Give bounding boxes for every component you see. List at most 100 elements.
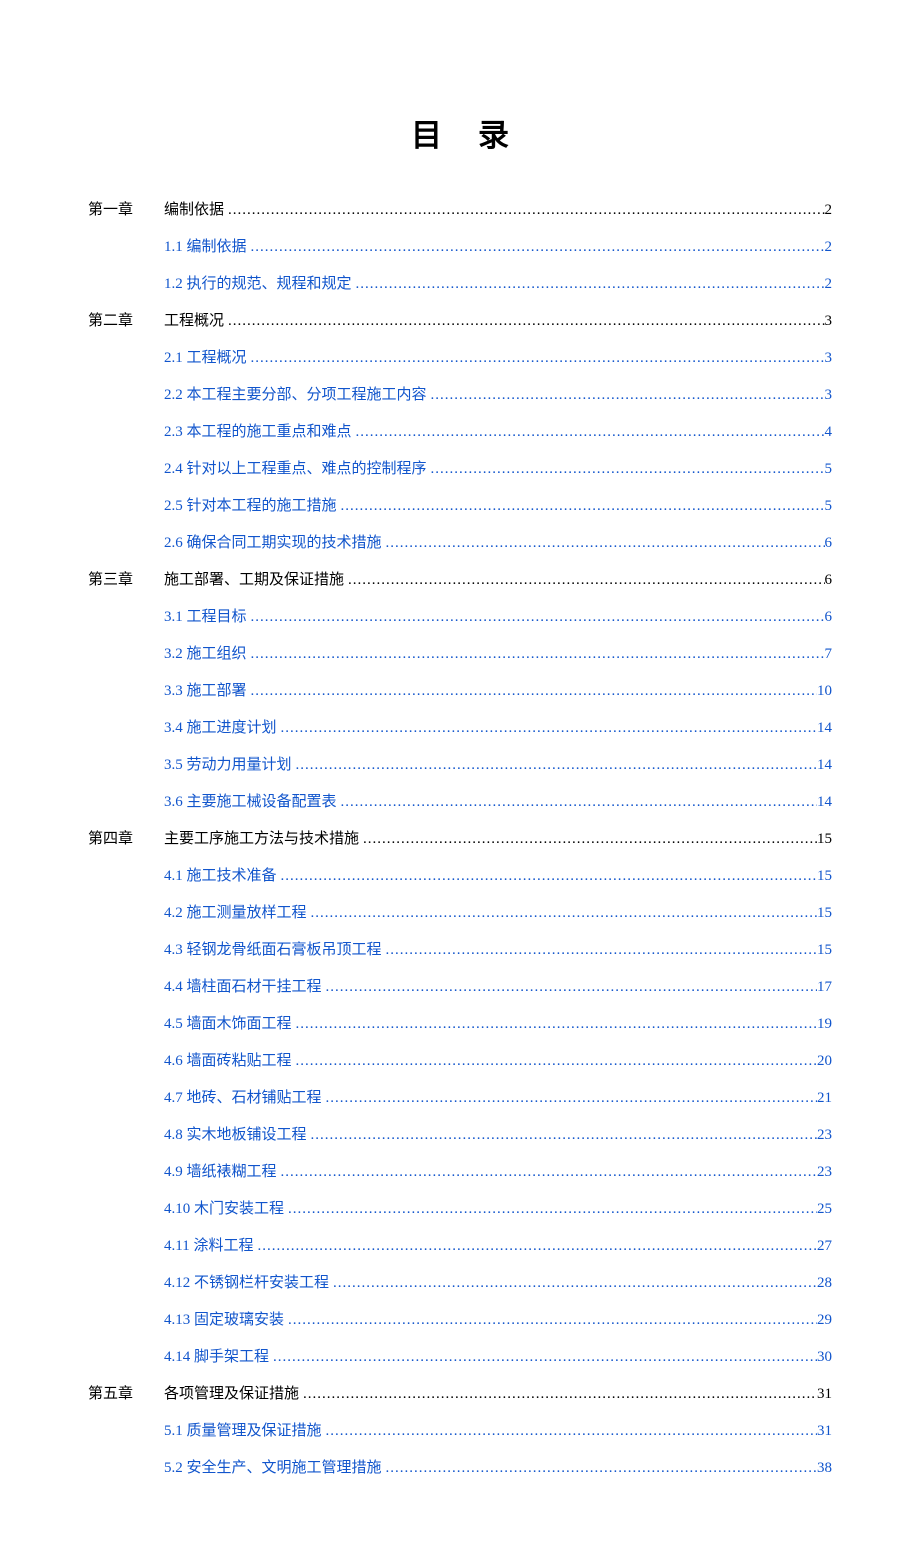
- section-title-link[interactable]: 4.5 墙面木饰面工程: [164, 1011, 292, 1038]
- section-title-link[interactable]: 1.2 执行的规范、规程和规定: [164, 271, 352, 298]
- section-title-link[interactable]: 4.8 实木地板铺设工程: [164, 1122, 307, 1149]
- toc-dots: ........................................…: [344, 567, 824, 594]
- section-title-link[interactable]: 4.13 固定玻璃安装: [164, 1307, 284, 1334]
- section-title-link[interactable]: 4.6 墙面砖粘贴工程: [164, 1048, 292, 1075]
- toc-dots: ........................................…: [284, 1307, 817, 1334]
- toc-line: 2.1 工程概况................................…: [88, 345, 832, 372]
- section-title-link[interactable]: 4.4 墙柱面石材干挂工程: [164, 974, 322, 1001]
- toc-page-number: 6: [825, 604, 833, 631]
- toc-dots: ........................................…: [329, 1270, 817, 1297]
- toc-dots: ........................................…: [247, 641, 825, 668]
- section-title-link[interactable]: 4.11 涂料工程: [164, 1233, 253, 1260]
- toc-page-number: 4: [825, 419, 833, 446]
- toc-dots: ........................................…: [277, 863, 817, 890]
- toc-dots: ........................................…: [359, 826, 817, 853]
- toc-page-number: 30: [817, 1344, 832, 1371]
- toc-line: 4.10 木门安装工程.............................…: [88, 1196, 832, 1223]
- toc-page-number: 15: [817, 937, 832, 964]
- toc-line: 第四章主要工序施工方法与技术措施........................…: [88, 826, 832, 853]
- section-title-link[interactable]: 4.1 施工技术准备: [164, 863, 277, 890]
- toc-page-number: 31: [817, 1418, 832, 1445]
- toc-dots: ........................................…: [224, 308, 824, 335]
- toc-line: 5.1 质量管理及保证措施...........................…: [88, 1418, 832, 1445]
- toc-page-number: 17: [817, 974, 832, 1001]
- toc-dots: ........................................…: [247, 604, 825, 631]
- toc-page-number: 29: [817, 1307, 832, 1334]
- toc-dots: ........................................…: [352, 419, 825, 446]
- toc-dots: ........................................…: [253, 1233, 817, 1260]
- toc-line: 4.2 施工测量放样工程............................…: [88, 900, 832, 927]
- section-title-link[interactable]: 3.5 劳动力用量计划: [164, 752, 292, 779]
- toc-dots: ........................................…: [337, 493, 825, 520]
- toc-line: 4.1 施工技术准备..............................…: [88, 863, 832, 890]
- toc-page-number: 6: [825, 530, 833, 557]
- toc-page-number: 15: [817, 863, 832, 890]
- toc-line: 3.6 主要施工械设备配置表..........................…: [88, 789, 832, 816]
- toc-page-number: 27: [817, 1233, 832, 1260]
- section-title-link[interactable]: 2.6 确保合同工期实现的技术措施: [164, 530, 382, 557]
- section-title-link[interactable]: 5.1 质量管理及保证措施: [164, 1418, 322, 1445]
- section-title-link[interactable]: 3.3 施工部署: [164, 678, 247, 705]
- toc-page-number: 25: [817, 1196, 832, 1223]
- toc-dots: ........................................…: [247, 345, 825, 372]
- toc-line: 4.9 墙纸裱糊工程..............................…: [88, 1159, 832, 1186]
- section-title-link[interactable]: 4.10 木门安装工程: [164, 1196, 284, 1223]
- toc-line: 4.4 墙柱面石材干挂工程...........................…: [88, 974, 832, 1001]
- toc-page-number: 7: [825, 641, 833, 668]
- toc-dots: ........................................…: [427, 456, 825, 483]
- section-title-link[interactable]: 3.4 施工进度计划: [164, 715, 277, 742]
- toc-line: 2.2 本工程主要分部、分项工程施工内容....................…: [88, 382, 832, 409]
- toc-page-number: 14: [817, 715, 832, 742]
- toc-line: 1.2 执行的规范、规程和规定.........................…: [88, 271, 832, 298]
- chapter-title: 工程概况: [164, 308, 224, 335]
- toc-page-number: 28: [817, 1270, 832, 1297]
- toc-dots: ........................................…: [337, 789, 817, 816]
- toc-line: 2.3 本工程的施工重点和难点.........................…: [88, 419, 832, 446]
- toc-dots: ........................................…: [322, 974, 817, 1001]
- toc-page-number: 23: [817, 1122, 832, 1149]
- toc-line: 4.14 脚手架工程..............................…: [88, 1344, 832, 1371]
- toc-dots: ........................................…: [277, 715, 817, 742]
- section-title-link[interactable]: 4.2 施工测量放样工程: [164, 900, 307, 927]
- section-title-link[interactable]: 4.7 地砖、石材铺贴工程: [164, 1085, 322, 1112]
- toc-dots: ........................................…: [292, 1011, 817, 1038]
- toc-line: 3.5 劳动力用量计划.............................…: [88, 752, 832, 779]
- section-title-link[interactable]: 4.9 墙纸裱糊工程: [164, 1159, 277, 1186]
- toc-dots: ........................................…: [382, 937, 817, 964]
- section-title-link[interactable]: 2.1 工程概况: [164, 345, 247, 372]
- toc-container: 第一章编制依据.................................…: [88, 197, 832, 1482]
- section-title-link[interactable]: 4.14 脚手架工程: [164, 1344, 269, 1371]
- toc-line: 4.6 墙面砖粘贴工程.............................…: [88, 1048, 832, 1075]
- chapter-title: 编制依据: [164, 197, 224, 224]
- section-title-link[interactable]: 2.3 本工程的施工重点和难点: [164, 419, 352, 446]
- toc-dots: ........................................…: [307, 1122, 817, 1149]
- toc-line: 2.4 针对以上工程重点、难点的控制程序....................…: [88, 456, 832, 483]
- chapter-label: 第一章: [88, 197, 164, 224]
- toc-dots: ........................................…: [224, 197, 824, 224]
- chapter-label: 第五章: [88, 1381, 164, 1408]
- toc-page-number: 31: [817, 1381, 832, 1408]
- toc-dots: ........................................…: [292, 752, 817, 779]
- toc-line: 4.11 涂料工程...............................…: [88, 1233, 832, 1260]
- section-title-link[interactable]: 2.4 针对以上工程重点、难点的控制程序: [164, 456, 427, 483]
- toc-line: 3.1 工程目标................................…: [88, 604, 832, 631]
- toc-line: 4.3 轻钢龙骨纸面石膏板吊顶工程.......................…: [88, 937, 832, 964]
- section-title-link[interactable]: 2.2 本工程主要分部、分项工程施工内容: [164, 382, 427, 409]
- section-title-link[interactable]: 3.1 工程目标: [164, 604, 247, 631]
- chapter-title: 各项管理及保证措施: [164, 1381, 299, 1408]
- toc-dots: ........................................…: [277, 1159, 817, 1186]
- section-title-link[interactable]: 2.5 针对本工程的施工措施: [164, 493, 337, 520]
- toc-dots: ........................................…: [247, 678, 817, 705]
- section-title-link[interactable]: 3.6 主要施工械设备配置表: [164, 789, 337, 816]
- section-title-link[interactable]: 1.1 编制依据: [164, 234, 247, 261]
- section-title-link[interactable]: 5.2 安全生产、文明施工管理措施: [164, 1455, 382, 1482]
- toc-dots: ........................................…: [352, 271, 825, 298]
- section-title-link[interactable]: 3.2 施工组织: [164, 641, 247, 668]
- chapter-label: 第四章: [88, 826, 164, 853]
- toc-line: 第一章编制依据.................................…: [88, 197, 832, 224]
- section-title-link[interactable]: 4.3 轻钢龙骨纸面石膏板吊顶工程: [164, 937, 382, 964]
- toc-dots: ........................................…: [322, 1085, 817, 1112]
- toc-line: 5.2 安全生产、文明施工管理措施.......................…: [88, 1455, 832, 1482]
- toc-dots: ........................................…: [382, 1455, 817, 1482]
- section-title-link[interactable]: 4.12 不锈钢栏杆安装工程: [164, 1270, 329, 1297]
